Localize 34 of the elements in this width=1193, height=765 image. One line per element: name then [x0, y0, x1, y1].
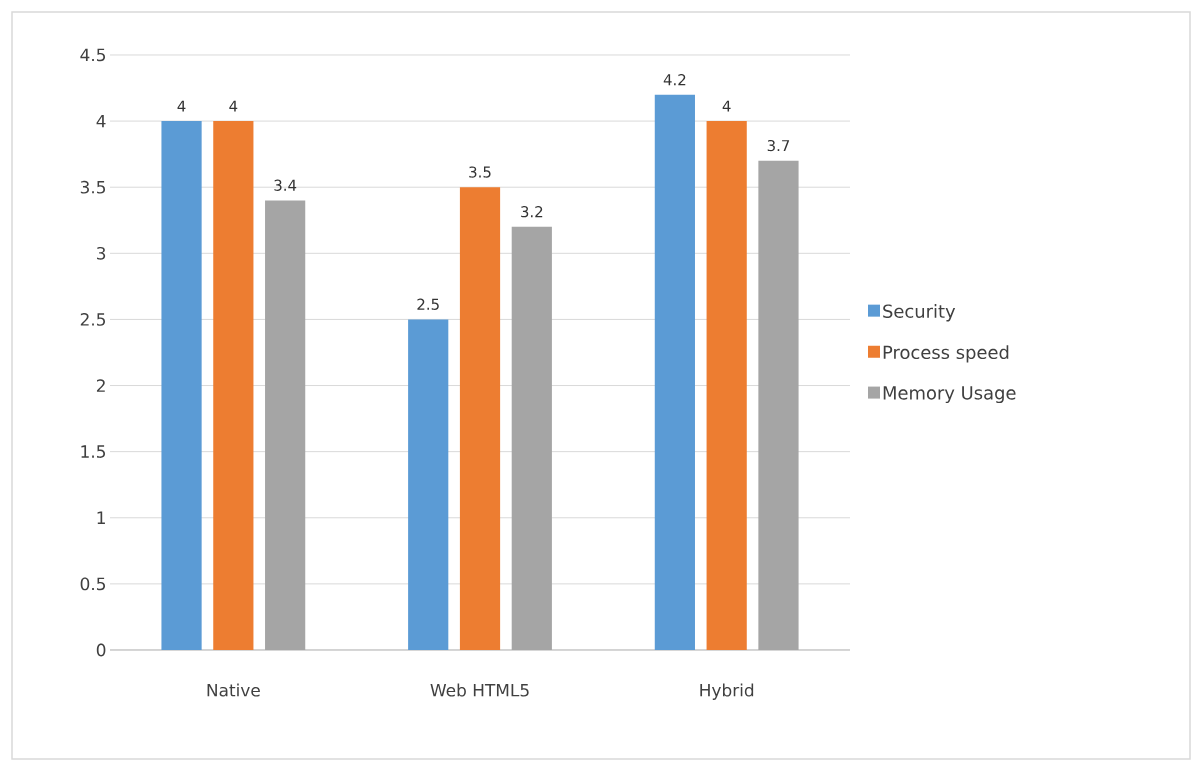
- y-tick-label: 0: [96, 643, 106, 657]
- bar: [511, 226, 552, 650]
- y-tick-label: 1.5: [81, 445, 106, 458]
- y-tick-label: 4: [96, 114, 106, 128]
- legend-label: Process speed: [883, 345, 1009, 363]
- legend-label: Memory Usage: [883, 386, 1016, 404]
- y-tick-label: 4.5: [80, 48, 106, 62]
- bar: [654, 94, 695, 650]
- y-tick-label: 2: [96, 379, 105, 392]
- x-tick-label: Web HTML5: [430, 683, 529, 697]
- data-label: 4: [722, 100, 731, 112]
- y-tick-label: 0.5: [80, 577, 106, 591]
- data-label: 4: [229, 100, 238, 112]
- bar: [459, 187, 501, 650]
- bar: [758, 160, 799, 650]
- bar: [213, 121, 254, 650]
- x-tick-label: Native: [207, 683, 260, 697]
- data-label: 3.5: [469, 166, 491, 178]
- data-label: 2.5: [417, 298, 439, 310]
- bar: [706, 121, 747, 650]
- y-tick-label: 1: [97, 511, 105, 524]
- bar: [265, 200, 306, 650]
- y-tick-label: 3: [97, 246, 106, 260]
- bar: [408, 319, 449, 650]
- data-label: 3.7: [767, 139, 790, 152]
- bar: [161, 121, 202, 650]
- y-tick-label: 2.5: [80, 313, 106, 326]
- y-tick-label: 3.5: [80, 180, 106, 194]
- legend-label: Security: [883, 304, 956, 322]
- data-label: 3.4: [274, 179, 297, 191]
- data-label: 4.2: [663, 74, 686, 86]
- data-label: 4: [177, 100, 186, 112]
- data-label: 3.2: [521, 206, 543, 218]
- x-tick-label: Hybrid: [700, 683, 754, 700]
